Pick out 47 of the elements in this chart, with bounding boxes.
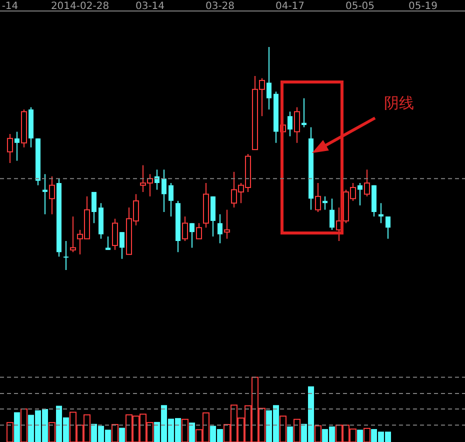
bar — [294, 418, 300, 442]
candlestick — [168, 182, 174, 217]
x-tick-label: 2014-02-28 — [50, 1, 110, 12]
candlestick — [112, 218, 118, 250]
bar — [112, 424, 118, 442]
x-tick-label: 03-28 — [205, 1, 235, 12]
candlestick — [70, 216, 76, 253]
bar — [287, 426, 293, 442]
x-tick-label: 05-19 — [408, 1, 438, 12]
candlestick — [218, 214, 222, 244]
bar — [119, 428, 125, 442]
candlestick — [224, 209, 230, 240]
x-tick-label: -14 — [2, 1, 18, 12]
candlestick — [42, 174, 48, 215]
candlestick — [315, 182, 321, 213]
candlestick — [64, 240, 68, 270]
bar — [189, 422, 195, 442]
bar — [280, 416, 286, 442]
x-tick-label: 04-17 — [275, 1, 305, 12]
candlestick — [358, 182, 362, 206]
candlestick — [196, 222, 202, 240]
candlestick — [92, 191, 96, 224]
bar — [364, 428, 370, 442]
candlestick — [14, 131, 20, 162]
candlestick — [49, 176, 55, 215]
candlestick — [266, 46, 272, 110]
candlestick — [294, 106, 300, 144]
x-tick-label: 05-05 — [345, 1, 375, 12]
bar — [6, 422, 14, 442]
x-tick-label: 03-14 — [135, 1, 165, 12]
bar — [357, 430, 363, 442]
annotation: 阴线 — [384, 94, 414, 112]
candlestick — [330, 198, 334, 230]
candlestick — [190, 222, 194, 248]
candlestick — [288, 111, 292, 137]
candlestick — [182, 216, 188, 242]
bar — [14, 412, 20, 442]
candlestick — [7, 133, 13, 164]
candlestick — [120, 232, 124, 260]
candlestick — [106, 236, 110, 250]
bar — [48, 422, 56, 442]
bar — [20, 408, 28, 442]
candlestick — [386, 216, 390, 240]
bar — [182, 418, 188, 442]
bar — [314, 425, 322, 442]
candlestick — [162, 169, 166, 213]
candlestick — [364, 169, 370, 197]
